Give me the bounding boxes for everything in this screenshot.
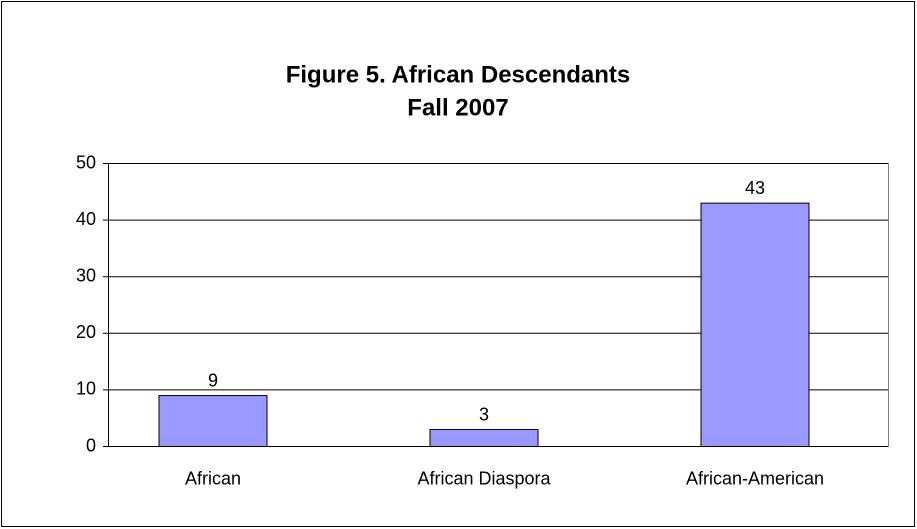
bar bbox=[158, 395, 268, 447]
x-tick-label: African-American bbox=[686, 468, 824, 488]
data-label: 3 bbox=[479, 404, 489, 424]
bar bbox=[429, 429, 539, 447]
y-tick-label: 30 bbox=[76, 265, 96, 285]
y-tick-label: 10 bbox=[76, 379, 96, 399]
y-tick-label: 20 bbox=[76, 322, 96, 342]
x-tick-label: African bbox=[185, 468, 241, 488]
y-tick-label: 40 bbox=[76, 209, 96, 229]
y-tick-label: 50 bbox=[76, 152, 96, 172]
bar bbox=[700, 202, 810, 447]
x-tick-label: African Diaspora bbox=[417, 468, 551, 488]
y-tick-label: 0 bbox=[86, 435, 96, 455]
chart-subtitle: Fall 2007 bbox=[407, 94, 508, 121]
data-label: 9 bbox=[208, 370, 218, 390]
chart-title: Figure 5. African Descendants bbox=[286, 61, 631, 88]
data-label: 43 bbox=[745, 178, 765, 198]
